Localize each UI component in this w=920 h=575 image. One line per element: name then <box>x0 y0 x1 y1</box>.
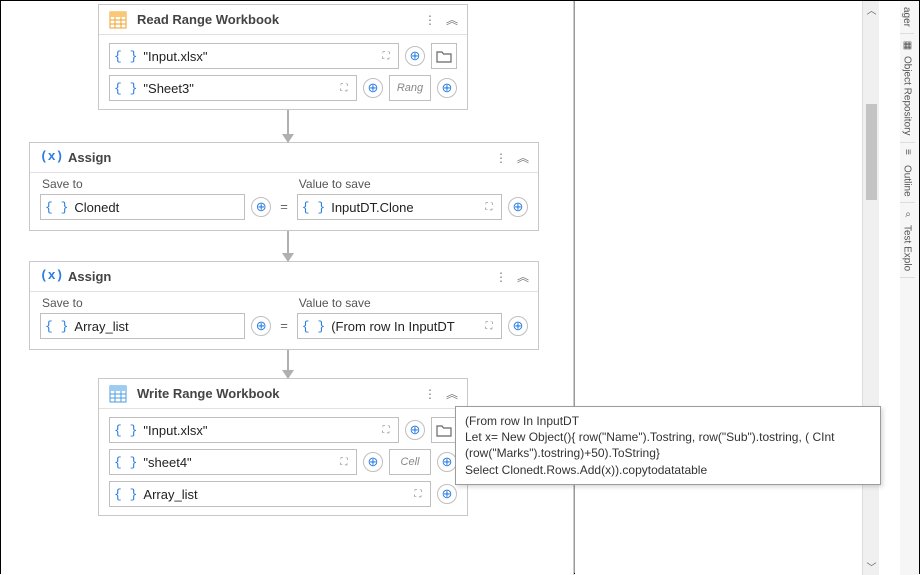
plus-button[interactable]: ⊕ <box>405 46 425 66</box>
activity-assign-clonedt[interactable]: (x) Assign ⋮ ︽ Save to { } Clonedt ⊕ = V… <box>29 142 539 231</box>
variable-icon: (x) <box>40 149 58 167</box>
field-row-file: { } "Input.xlsx" ⛶ ⊕ <box>109 43 457 69</box>
braces-icon: { } <box>45 200 68 215</box>
outline-icon: ≡ <box>901 149 913 161</box>
activity-header[interactable]: Read Range Workbook ⋮ ︽ <box>99 5 467 35</box>
flow-arrow <box>287 350 289 378</box>
field-row-file: { } "Input.xlsx" ⛶ ⊕ <box>109 417 457 443</box>
activity-header[interactable]: (x) Assign ⋮ ︽ <box>30 143 538 173</box>
field-row-sheet: { } "Sheet3" ⛶ ⊕ Rang ⊕ <box>109 75 457 101</box>
scroll-up-icon[interactable]: ︿ <box>864 1 879 18</box>
plus-button[interactable]: ⊕ <box>437 484 457 504</box>
right-scrollbar[interactable]: ︿ ﹀ <box>862 1 879 575</box>
right-panel: ︿ ﹀ <box>575 1 900 575</box>
plus-button[interactable]: ⊕ <box>251 316 271 336</box>
activity-title: Assign <box>68 150 488 165</box>
expand-icon[interactable]: ⛶ <box>481 318 497 334</box>
braces-icon: { } <box>302 319 325 334</box>
expand-icon[interactable]: ⛶ <box>378 422 394 438</box>
activity-body: { } "Input.xlsx" ⛶ ⊕ { } "Sheet3" ⛶ ⊕ Ra… <box>99 35 467 109</box>
more-icon[interactable]: ⋮ <box>492 268 510 286</box>
activity-body: Save to { } Clonedt ⊕ = Value to save { … <box>30 173 538 230</box>
activity-body: { } "Input.xlsx" ⛶ ⊕ { } "sheet4" ⛶ ⊕ Ce… <box>99 409 467 515</box>
braces-icon: { } <box>114 81 137 96</box>
plus-button[interactable]: ⊕ <box>508 197 528 217</box>
side-tab-test-explorer[interactable]: ⌕Test Explo <box>899 203 915 278</box>
workflow-canvas: Read Range Workbook ⋮ ︽ { } "Input.xlsx"… <box>1 1 574 575</box>
braces-icon: { } <box>302 200 325 215</box>
more-icon[interactable]: ⋮ <box>421 385 439 403</box>
activity-body: Save to { } Array_list ⊕ = Value to save… <box>30 292 538 349</box>
workbook-path-input[interactable]: { } "Input.xlsx" ⛶ <box>109 417 399 443</box>
braces-icon: { } <box>114 49 137 64</box>
side-tab-outline[interactable]: ≡Outline <box>899 143 915 204</box>
expand-icon[interactable]: ⛶ <box>481 199 497 215</box>
search-icon: ⌕ <box>901 209 913 221</box>
collapse-icon[interactable]: ︽ <box>443 11 461 29</box>
expand-icon[interactable]: ⛶ <box>410 486 426 502</box>
activity-title: Assign <box>68 269 488 284</box>
datatable-input[interactable]: { } Array_list ⛶ <box>109 481 431 507</box>
value-to-save-label: Value to save <box>297 296 528 310</box>
plus-button[interactable]: ⊕ <box>437 78 457 98</box>
field-row-datatable: { } Array_list ⛶ ⊕ <box>109 481 457 507</box>
value-input[interactable]: { } (From row In InputDT ⛶ <box>297 313 502 339</box>
panel-divider[interactable] <box>574 1 575 573</box>
plus-button[interactable]: ⊕ <box>363 452 383 472</box>
workbook-path-input[interactable]: { } "Input.xlsx" ⛶ <box>109 43 399 69</box>
equals-sign: = <box>277 199 291 220</box>
linq-tooltip: (From row In InputDT Let x= New Object()… <box>455 406 881 485</box>
braces-icon: { } <box>114 487 137 502</box>
save-to-input[interactable]: { } Array_list <box>40 313 245 339</box>
save-to-label: Save to <box>40 296 271 310</box>
more-icon[interactable]: ⋮ <box>421 11 439 29</box>
collapse-icon[interactable]: ︽ <box>514 149 532 167</box>
side-tab-ager[interactable]: ager <box>899 1 914 34</box>
plus-button[interactable]: ⊕ <box>363 78 383 98</box>
range-input[interactable]: Rang <box>389 75 431 101</box>
folder-icon[interactable] <box>431 43 457 69</box>
activity-title: Write Range Workbook <box>137 386 417 401</box>
scrollbar-thumb[interactable] <box>866 104 877 200</box>
value-input[interactable]: { } InputDT.Clone ⛶ <box>297 194 502 220</box>
sheet-name-input[interactable]: { } "sheet4" ⛶ <box>109 449 357 475</box>
folder-icon[interactable] <box>431 417 457 443</box>
flow-arrow <box>287 231 289 261</box>
collapse-icon[interactable]: ︽ <box>514 268 532 286</box>
plus-button[interactable]: ⊕ <box>251 197 271 217</box>
scroll-down-icon[interactable]: ﹀ <box>864 558 879 575</box>
expand-icon[interactable]: ⛶ <box>378 48 394 64</box>
more-icon[interactable]: ⋮ <box>492 149 510 167</box>
save-to-input[interactable]: { } Clonedt <box>40 194 245 220</box>
activity-write-range[interactable]: Write Range Workbook ⋮ ︽ { } "Input.xlsx… <box>98 378 468 516</box>
braces-icon: { } <box>114 423 137 438</box>
plus-button[interactable]: ⊕ <box>405 420 425 440</box>
side-tab-object-repository[interactable]: ▦Object Repository <box>899 34 915 142</box>
plus-button[interactable]: ⊕ <box>437 452 457 472</box>
braces-icon: { } <box>114 455 137 470</box>
field-row-sheet: { } "sheet4" ⛶ ⊕ Cell ⊕ <box>109 449 457 475</box>
variable-icon: (x) <box>40 268 58 286</box>
equals-sign: = <box>277 318 291 339</box>
braces-icon: { } <box>45 319 68 334</box>
side-tab-bar: ager ▦Object Repository ≡Outline ⌕Test E… <box>898 1 919 575</box>
activity-assign-arraylist[interactable]: (x) Assign ⋮ ︽ Save to { } Array_list ⊕ … <box>29 261 539 350</box>
activity-header[interactable]: Write Range Workbook ⋮ ︽ <box>99 379 467 409</box>
flow-arrow <box>287 110 289 142</box>
plus-button[interactable]: ⊕ <box>508 316 528 336</box>
collapse-icon[interactable]: ︽ <box>443 385 461 403</box>
expand-icon[interactable]: ⛶ <box>336 80 352 96</box>
activity-read-range[interactable]: Read Range Workbook ⋮ ︽ { } "Input.xlsx"… <box>98 4 468 110</box>
expand-icon[interactable]: ⛶ <box>336 454 352 470</box>
spreadsheet-icon <box>109 11 127 29</box>
cube-icon: ▦ <box>901 40 913 52</box>
spreadsheet-write-icon <box>109 385 127 403</box>
activity-header[interactable]: (x) Assign ⋮ ︽ <box>30 262 538 292</box>
save-to-label: Save to <box>40 177 271 191</box>
value-to-save-label: Value to save <box>297 177 528 191</box>
sheet-name-input[interactable]: { } "Sheet3" ⛶ <box>109 75 357 101</box>
cell-input[interactable]: Cell <box>389 449 431 475</box>
activity-title: Read Range Workbook <box>137 12 417 27</box>
